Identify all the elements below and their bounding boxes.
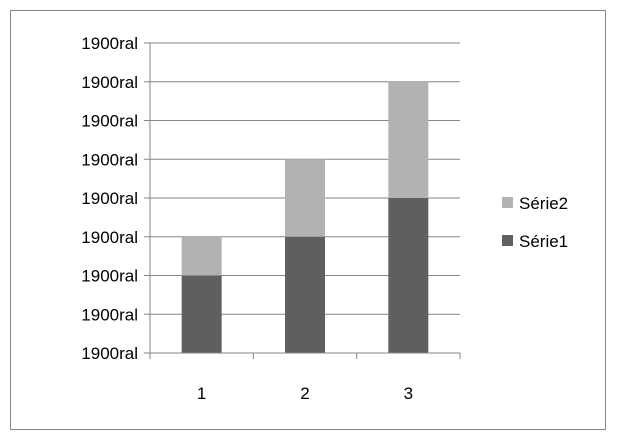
x-tick-label: 1 <box>197 384 206 403</box>
y-tick-label: 1900ral <box>81 305 138 324</box>
axes <box>144 42 461 359</box>
bars <box>181 81 429 353</box>
y-tick-label: 1900ral <box>81 34 138 53</box>
legend-swatch-2 <box>502 197 513 208</box>
bar-2-1 <box>181 236 222 276</box>
y-tick-label: 1900ral <box>81 228 138 247</box>
legend-swatch-1 <box>502 235 513 246</box>
x-tick-label: 2 <box>300 384 309 403</box>
bar-1-2 <box>285 236 325 353</box>
bar-1-3 <box>388 198 429 353</box>
y-tick-label: 1900ral <box>81 73 138 92</box>
y-tick-label: 1900ral <box>81 267 138 286</box>
bar-2-3 <box>388 81 429 198</box>
legend: Série2 Série1 <box>502 194 568 251</box>
y-tick-label: 1900ral <box>81 344 138 363</box>
bar-2-2 <box>285 159 325 237</box>
x-tick-label: 3 <box>404 384 413 403</box>
y-tick-label: 1900ral <box>81 189 138 208</box>
legend-label-1: Série1 <box>519 232 568 251</box>
y-tick-labels: 1900ral 1900ral 1900ral 1900ral 1900ral 1900r… <box>81 34 138 363</box>
legend-label-2: Série2 <box>519 194 568 213</box>
bar-1-1 <box>181 275 222 353</box>
x-tick-labels: 1 2 3 <box>197 384 413 403</box>
y-tick-label: 1900ral <box>81 150 138 169</box>
y-tick-label: 1900ral <box>81 112 138 131</box>
